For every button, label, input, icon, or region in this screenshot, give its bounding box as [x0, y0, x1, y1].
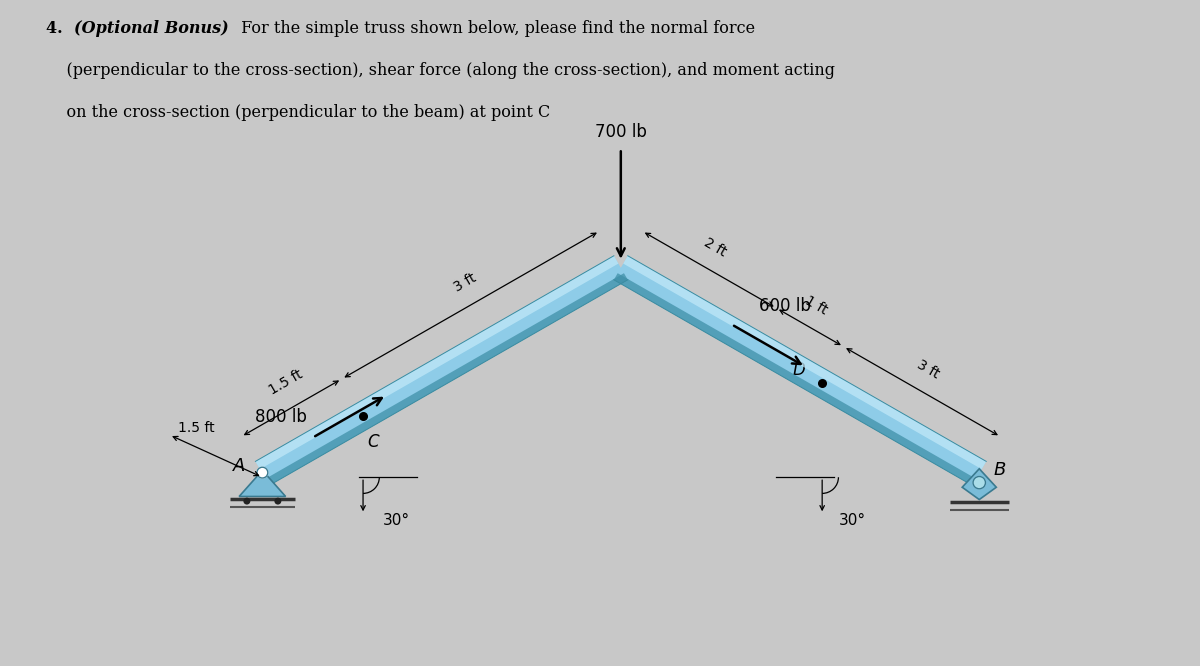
- Text: 700 lb: 700 lb: [595, 123, 647, 141]
- Text: (Optional Bonus): (Optional Bonus): [74, 20, 229, 37]
- Text: 3 ft: 3 ft: [451, 271, 479, 295]
- Polygon shape: [256, 256, 618, 469]
- Polygon shape: [256, 256, 628, 486]
- Text: 1.5 ft: 1.5 ft: [266, 368, 305, 398]
- Circle shape: [257, 468, 268, 478]
- Text: C: C: [367, 433, 379, 451]
- Text: For the simple truss shown below, please find the normal force: For the simple truss shown below, please…: [236, 20, 756, 37]
- Text: A: A: [233, 457, 245, 475]
- Text: 30°: 30°: [839, 513, 866, 527]
- Polygon shape: [265, 273, 628, 486]
- Text: 1 ft: 1 ft: [802, 294, 829, 318]
- Text: 800 lb: 800 lb: [254, 408, 306, 426]
- Circle shape: [275, 498, 281, 505]
- Text: 600 lb: 600 lb: [758, 297, 810, 315]
- Polygon shape: [623, 256, 986, 469]
- Polygon shape: [614, 256, 986, 486]
- Text: D: D: [792, 361, 805, 379]
- Polygon shape: [239, 470, 286, 496]
- Text: 2 ft: 2 ft: [702, 236, 728, 260]
- Polygon shape: [614, 273, 976, 486]
- Circle shape: [973, 476, 985, 489]
- Text: on the cross-section (perpendicular to the beam) at point C: on the cross-section (perpendicular to t…: [46, 104, 550, 121]
- Circle shape: [244, 498, 251, 505]
- Text: 1.5 ft: 1.5 ft: [178, 421, 215, 435]
- Text: (perpendicular to the cross-section), shear force (along the cross-section), and: (perpendicular to the cross-section), sh…: [46, 62, 835, 79]
- Text: 30°: 30°: [383, 513, 409, 527]
- Polygon shape: [962, 469, 996, 500]
- Text: B: B: [994, 461, 1006, 479]
- Text: 3 ft: 3 ft: [914, 358, 942, 382]
- Text: 4.: 4.: [46, 20, 68, 37]
